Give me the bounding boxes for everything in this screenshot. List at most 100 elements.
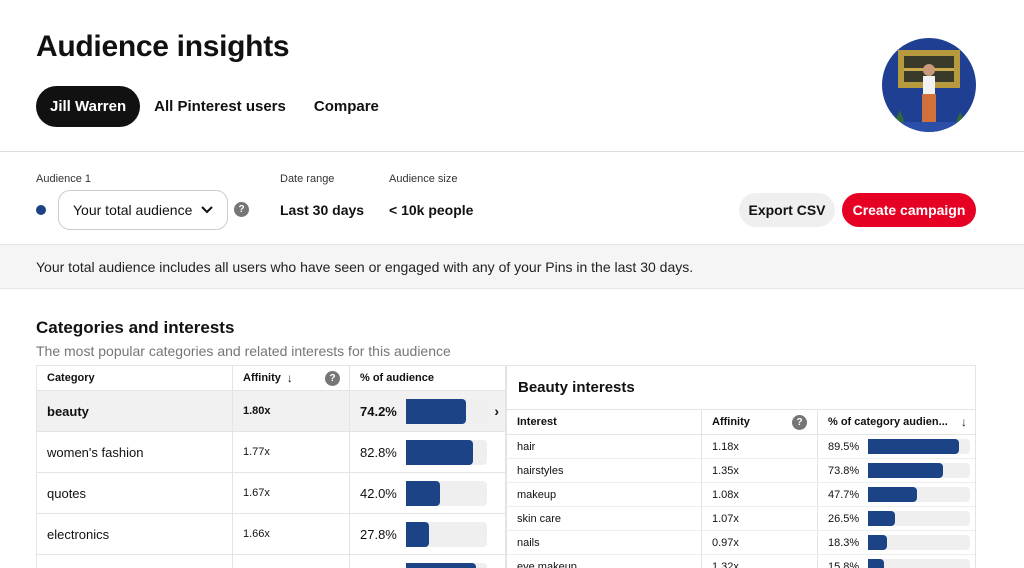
interest-name: hairstyles [507, 459, 702, 482]
tab-jill-warren[interactable]: Jill Warren [36, 86, 141, 127]
percent-bar-fill [868, 535, 887, 550]
interest-name: makeup [507, 483, 702, 506]
table-row[interactable]: eye makeup 1.32x 15.8% [507, 555, 975, 568]
table-row[interactable]: nails 0.97x 18.3% [507, 531, 975, 555]
interest-percent: 47.7% [828, 488, 860, 501]
help-icon[interactable]: ? [792, 415, 807, 430]
interest-percent-cell: 47.7% [818, 483, 975, 506]
category-name: beauty [37, 391, 233, 431]
percent-bar-fill [406, 562, 476, 568]
page-title: Audience insights [36, 30, 290, 63]
avatar[interactable] [882, 38, 976, 132]
category-percent-cell: 42.0% [350, 473, 505, 513]
percent-bar [406, 439, 487, 465]
column-affinity[interactable]: Affinity ↓ ? [233, 366, 350, 390]
table-row[interactable]: hairstyles 1.35x 73.8% [507, 459, 975, 483]
category-percent: 42.0% [360, 485, 397, 501]
category-name: women's fashion [37, 432, 233, 472]
help-icon[interactable]: ? [325, 371, 340, 386]
interests-header: Interest Affinity ? % of category audien… [507, 410, 975, 435]
percent-bar [868, 463, 970, 478]
info-banner: Your total audience includes all users w… [0, 244, 1024, 289]
percent-bar [406, 480, 487, 506]
interest-affinity: 1.32x [702, 555, 818, 568]
help-icon[interactable]: ? [234, 202, 249, 217]
interest-name: nails [507, 531, 702, 554]
table-row[interactable]: beauty 1.80x 74.2% › [37, 391, 505, 432]
section-title: Categories and interests [36, 318, 235, 337]
interest-affinity: 1.18x [702, 435, 818, 458]
table-row[interactable]: makeup 1.08x 47.7% [507, 483, 975, 507]
column-category[interactable]: Category [37, 366, 233, 390]
column-interest[interactable]: Interest [507, 410, 702, 434]
table-row[interactable]: quotes 1.67x 42.0% [37, 473, 505, 514]
section-subtitle: The most popular categories and related … [36, 343, 451, 359]
interest-affinity: 1.35x [702, 459, 818, 482]
interest-name: hair [507, 435, 702, 458]
audience-select[interactable]: Your total audience [58, 190, 228, 230]
chevron-right-icon: › [494, 403, 499, 419]
percent-bar [406, 562, 487, 568]
audience-tabs: Jill Warren All Pinterest users Compare [36, 86, 393, 127]
interest-percent: 26.5% [828, 512, 860, 525]
chevron-down-icon [201, 206, 213, 214]
category-percent: 82.8% [360, 444, 397, 460]
percent-bar-fill [406, 439, 474, 465]
column-affinity[interactable]: Affinity ? [702, 410, 818, 434]
interests-title: Beauty interests [507, 366, 975, 410]
interest-percent-cell: 89.5% [818, 435, 975, 458]
percent-bar-fill [868, 559, 885, 568]
percent-bar-fill [868, 439, 960, 454]
create-campaign-button[interactable]: Create campaign [842, 193, 976, 227]
interest-percent: 89.5% [828, 440, 860, 453]
column-affinity-label: Affinity [243, 372, 281, 384]
table-header: Category Affinity ↓ ? % of audience [37, 366, 505, 391]
category-percent-cell: 27.8% [350, 514, 505, 554]
column-percent-label: % of category audien... [828, 416, 948, 428]
category-percent-cell [350, 555, 505, 568]
percent-bar-fill [868, 511, 896, 526]
column-affinity-label: Affinity [712, 416, 750, 428]
category-affinity: 1.66x [233, 514, 350, 554]
percent-bar [868, 559, 970, 568]
column-percent[interactable]: % of audience [360, 372, 434, 384]
category-affinity: 1.77x [233, 432, 350, 472]
percent-bar [868, 511, 970, 526]
column-percent[interactable]: % of category audien... ↓ [818, 410, 975, 434]
interest-percent-cell: 18.3% [818, 531, 975, 554]
category-percent-cell: 82.8% [350, 432, 505, 472]
percent-bar-fill [406, 521, 429, 547]
category-name: quotes [37, 473, 233, 513]
interests-panel: Beauty interests Interest Affinity ? % o… [506, 365, 976, 568]
tab-all-pinterest-users[interactable]: All Pinterest users [154, 98, 286, 115]
percent-bar [868, 487, 970, 502]
interest-percent: 18.3% [828, 536, 860, 549]
audience-size-value: < 10k people [389, 202, 474, 218]
interest-percent-cell: 73.8% [818, 459, 975, 482]
interest-percent-cell: 26.5% [818, 507, 975, 530]
categories-table: Category Affinity ↓ ? % of audience beau… [36, 365, 506, 568]
export-csv-button[interactable]: Export CSV [739, 193, 835, 227]
table-row[interactable] [37, 555, 505, 568]
tab-compare[interactable]: Compare [313, 98, 379, 115]
sort-down-icon: ↓ [286, 371, 293, 385]
category-name: electronics [37, 514, 233, 554]
table-row[interactable]: electronics 1.66x 27.8% [37, 514, 505, 555]
interest-affinity: 1.08x [702, 483, 818, 506]
table-row[interactable]: skin care 1.07x 26.5% [507, 507, 975, 531]
interest-name: skin care [507, 507, 702, 530]
date-range-value: Last 30 days [280, 202, 365, 218]
category-affinity: 1.67x [233, 473, 350, 513]
audience-color-dot [36, 205, 46, 215]
percent-bar-fill [868, 463, 944, 478]
table-row[interactable]: women's fashion 1.77x 82.8% [37, 432, 505, 473]
interest-affinity: 1.07x [702, 507, 818, 530]
audience-select-value: Your total audience [73, 202, 193, 218]
audience-size-label: Audience size [389, 173, 458, 185]
interest-percent-cell: 15.8% [818, 555, 975, 568]
percent-bar [406, 398, 487, 424]
category-percent: 27.8% [360, 526, 397, 542]
category-percent: 74.2% [360, 403, 397, 419]
table-row[interactable]: hair 1.18x 89.5% [507, 435, 975, 459]
percent-bar-fill [406, 480, 441, 506]
